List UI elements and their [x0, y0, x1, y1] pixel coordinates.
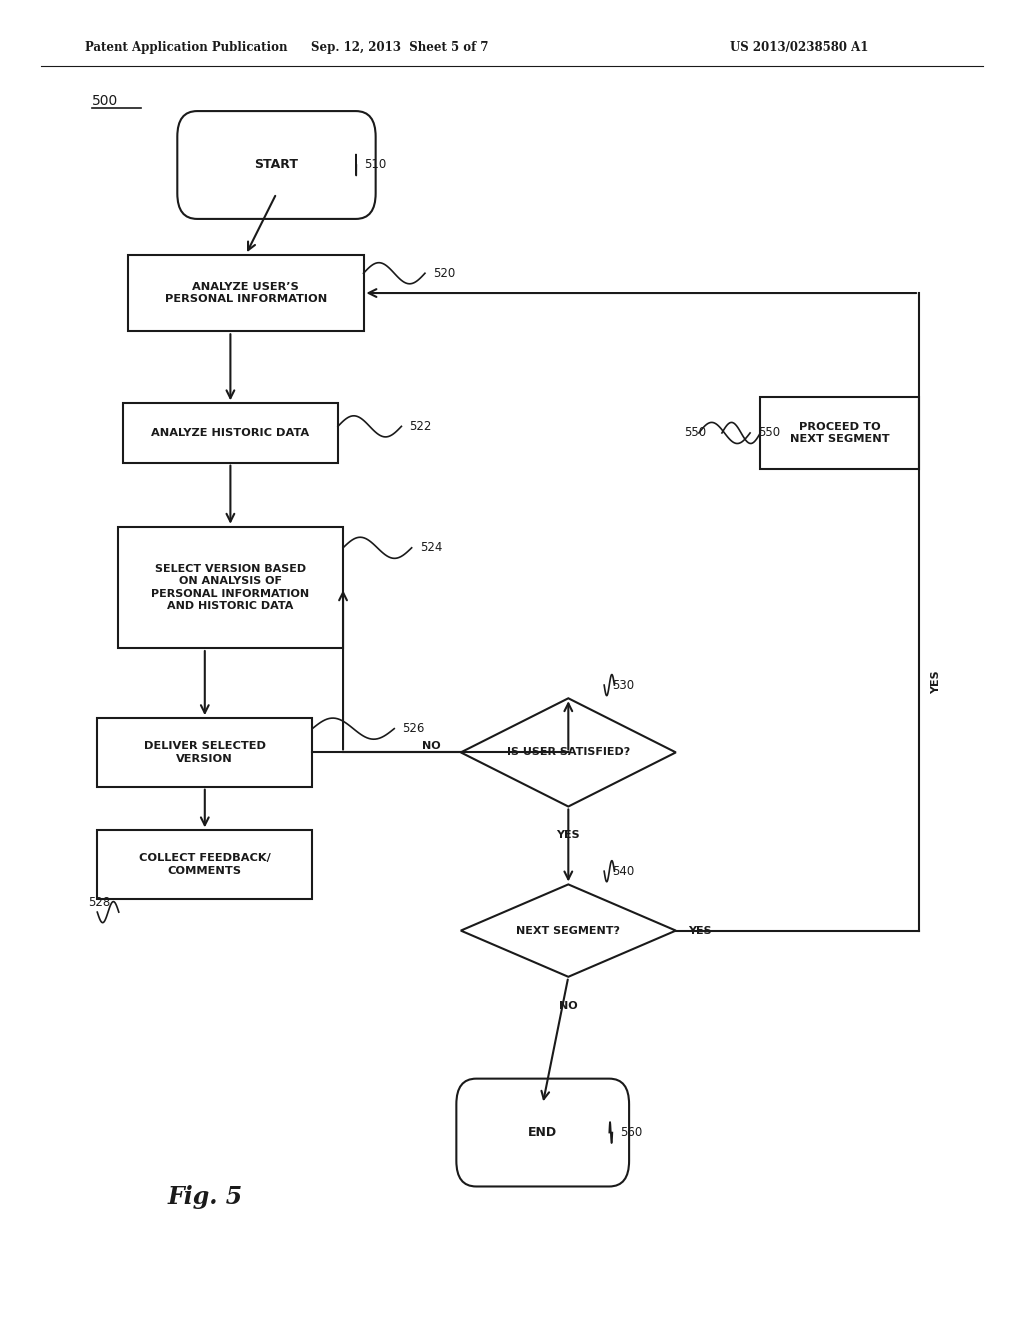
Text: END: END	[528, 1126, 557, 1139]
Bar	[760, 396, 920, 469]
Text: 530: 530	[612, 678, 635, 692]
Text: Sep. 12, 2013  Sheet 5 of 7: Sep. 12, 2013 Sheet 5 of 7	[310, 41, 488, 54]
Text: 528: 528	[88, 896, 111, 909]
Text: 522: 522	[410, 420, 432, 433]
Polygon shape	[461, 698, 676, 807]
Text: YES: YES	[556, 830, 581, 841]
Bar	[118, 527, 343, 648]
Text: Patent Application Publication: Patent Application Publication	[85, 41, 288, 54]
Text: NO: NO	[559, 1001, 578, 1011]
Text: 560: 560	[621, 1126, 643, 1139]
FancyBboxPatch shape	[457, 1078, 629, 1187]
Bar	[128, 255, 364, 331]
Text: YES: YES	[688, 925, 712, 936]
FancyBboxPatch shape	[177, 111, 376, 219]
Text: ANALYZE HISTORIC DATA: ANALYZE HISTORIC DATA	[152, 428, 309, 438]
Bar	[123, 403, 338, 462]
Text: START: START	[255, 158, 298, 172]
Text: 510: 510	[365, 158, 387, 172]
Text: Fig. 5: Fig. 5	[167, 1185, 243, 1209]
Text: NEXT SEGMENT?: NEXT SEGMENT?	[516, 925, 621, 936]
Text: 550: 550	[758, 426, 780, 440]
Text: 500: 500	[92, 94, 119, 108]
Polygon shape	[461, 884, 676, 977]
Text: NO: NO	[422, 741, 440, 751]
Text: YES: YES	[932, 671, 941, 693]
Bar	[97, 718, 312, 787]
Text: 526: 526	[402, 722, 425, 735]
Text: DELIVER SELECTED
VERSION: DELIVER SELECTED VERSION	[143, 742, 266, 763]
Text: ANALYZE USER’S
PERSONAL INFORMATION: ANALYZE USER’S PERSONAL INFORMATION	[165, 282, 327, 304]
Text: 524: 524	[420, 541, 442, 554]
Text: 550: 550	[684, 426, 707, 440]
Text: IS USER SATISFIED?: IS USER SATISFIED?	[507, 747, 630, 758]
Text: SELECT VERSION BASED
ON ANALYSIS OF
PERSONAL INFORMATION
AND HISTORIC DATA: SELECT VERSION BASED ON ANALYSIS OF PERS…	[152, 564, 309, 611]
Text: PROCEED TO
NEXT SEGMENT: PROCEED TO NEXT SEGMENT	[790, 422, 890, 444]
Text: COLLECT FEEDBACK/
COMMENTS: COLLECT FEEDBACK/ COMMENTS	[139, 854, 270, 875]
Bar	[97, 830, 312, 899]
Text: 540: 540	[612, 865, 635, 878]
Text: 520: 520	[433, 267, 456, 280]
Text: US 2013/0238580 A1: US 2013/0238580 A1	[729, 41, 868, 54]
